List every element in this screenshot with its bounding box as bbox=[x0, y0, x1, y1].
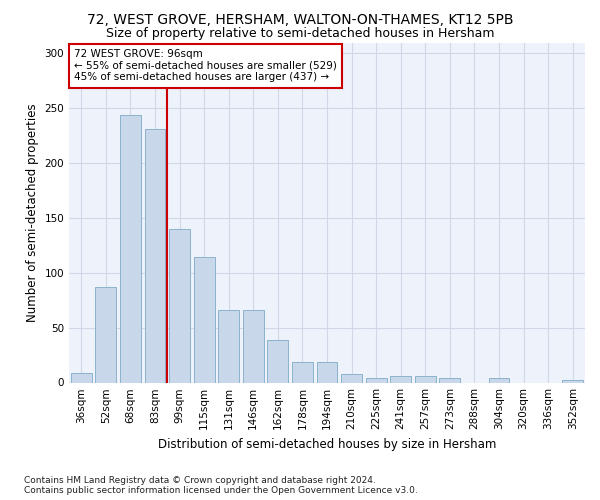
Bar bbox=[71, 372, 92, 382]
Bar bbox=[317, 362, 337, 382]
X-axis label: Distribution of semi-detached houses by size in Hersham: Distribution of semi-detached houses by … bbox=[158, 438, 496, 451]
Y-axis label: Number of semi-detached properties: Number of semi-detached properties bbox=[26, 103, 39, 322]
Bar bbox=[292, 362, 313, 382]
Text: 72, WEST GROVE, HERSHAM, WALTON-ON-THAMES, KT12 5PB: 72, WEST GROVE, HERSHAM, WALTON-ON-THAME… bbox=[87, 12, 513, 26]
Bar bbox=[268, 340, 289, 382]
Bar bbox=[341, 374, 362, 382]
Bar bbox=[365, 378, 386, 382]
Bar bbox=[120, 115, 141, 382]
Text: Contains HM Land Registry data © Crown copyright and database right 2024.
Contai: Contains HM Land Registry data © Crown c… bbox=[24, 476, 418, 495]
Bar bbox=[243, 310, 264, 382]
Bar bbox=[145, 129, 166, 382]
Bar bbox=[218, 310, 239, 382]
Bar bbox=[169, 229, 190, 382]
Bar bbox=[390, 376, 411, 382]
Bar bbox=[415, 376, 436, 382]
Text: 72 WEST GROVE: 96sqm
← 55% of semi-detached houses are smaller (529)
45% of semi: 72 WEST GROVE: 96sqm ← 55% of semi-detac… bbox=[74, 50, 337, 82]
Bar bbox=[194, 258, 215, 382]
Bar bbox=[439, 378, 460, 382]
Bar bbox=[562, 380, 583, 382]
Bar bbox=[95, 287, 116, 382]
Text: Size of property relative to semi-detached houses in Hersham: Size of property relative to semi-detach… bbox=[106, 28, 494, 40]
Bar bbox=[488, 378, 509, 382]
